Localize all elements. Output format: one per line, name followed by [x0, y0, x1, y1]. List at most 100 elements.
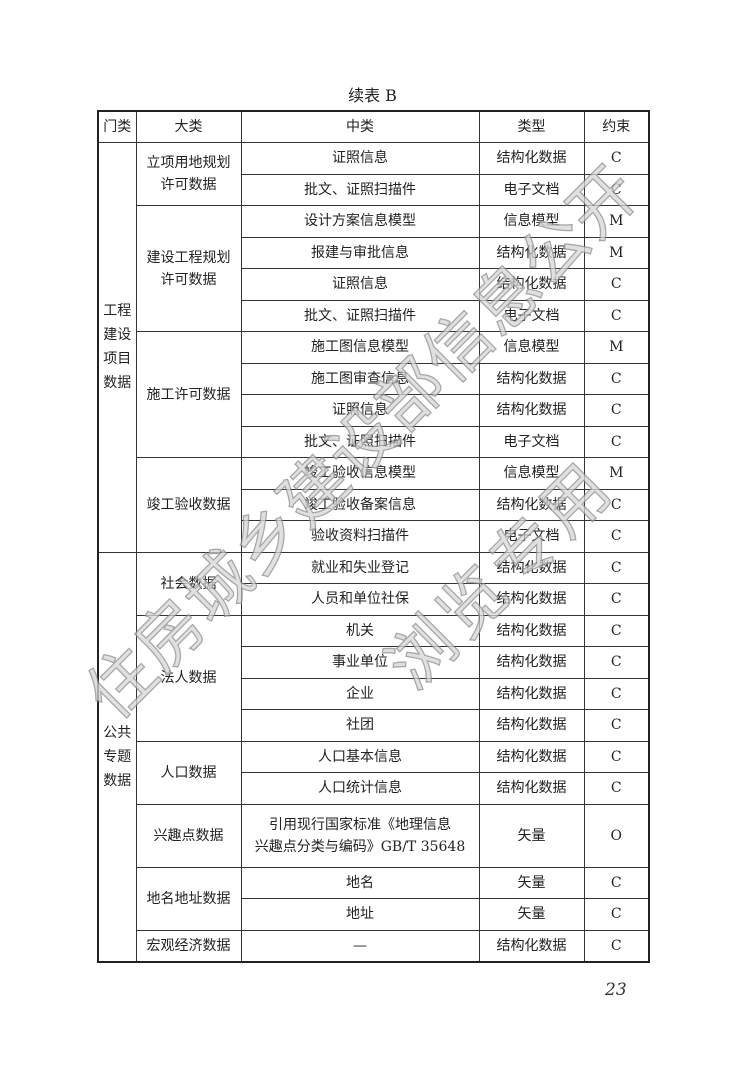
table-row: 宏观经济数据 — 结构化数据 C [98, 929, 650, 963]
table-row: 工程 建设 项目 数据 立项用地规划 许可数据 证照信息 结构化数据 C [97, 142, 650, 553]
zhonglei-cell: 就业和失业登记 [240, 551, 480, 584]
constraint-cell: C [583, 551, 650, 584]
zhonglei-cell: 证照信息 [240, 268, 480, 301]
menlei-cell: 公共 专题 数据 [97, 551, 137, 963]
page-number: 23 [605, 980, 627, 1000]
constraint-cell: C [583, 898, 650, 931]
zhonglei-cell: 证照信息 [240, 142, 480, 175]
table-row: 人口数据 人口基本信息 结构化数据 C [98, 740, 650, 805]
zhonglei-cell: — [240, 929, 480, 963]
zhonglei-cell: 批文、证照扫描件 [240, 173, 480, 206]
header-menlei: 门类 [97, 110, 137, 143]
zhonglei-cell: 竣工验收备案信息 [240, 488, 480, 521]
dalei-cell: 建设工程规划 许可数据 [135, 205, 242, 332]
constraint-cell: C [583, 488, 650, 521]
header-zhonglei: 中类 [240, 110, 480, 143]
dalei-cell: 竣工验收数据 [135, 457, 242, 553]
type-cell: 结构化数据 [478, 709, 585, 742]
header-row: 门类 大类 中类 类型 约束 [97, 110, 650, 143]
type-cell: 信息模型 [478, 457, 585, 490]
type-cell: 电子文档 [478, 520, 585, 553]
zhonglei-cell: 批文、证照扫描件 [240, 425, 480, 458]
constraint-cell: C [583, 299, 650, 332]
constraint-cell: M [583, 205, 650, 238]
type-cell: 结构化数据 [478, 772, 585, 805]
zhonglei-cell: 地名 [240, 866, 480, 899]
constraint-cell: M [583, 331, 650, 364]
zhonglei-cell: 报建与审批信息 [240, 236, 480, 269]
type-cell: 结构化数据 [478, 142, 585, 175]
menlei-cell: 工程 建设 项目 数据 [97, 142, 137, 553]
table-row: 地址 矢量 C [98, 898, 650, 931]
constraint-cell: C [583, 583, 650, 616]
constraint-cell: C [583, 709, 650, 742]
zhonglei-cell: 批文、证照扫描件 [240, 299, 480, 332]
dalei-cell: 人口数据 [135, 740, 242, 805]
type-cell: 矢量 [478, 866, 585, 899]
table-row: 兴趣点数据 引用现行国家标准《地理信息 兴趣点分类与编码》GB/T 35648 矢量… [98, 803, 650, 868]
zhonglei-cell: 竣工验收信息模型 [240, 457, 480, 490]
table-row: 建设工程规划 许可数据 设计方案信息模型 信息模型 M [98, 205, 650, 332]
constraint-cell: M [583, 457, 650, 490]
dalei-cell: 地名地址数据 [135, 866, 242, 931]
constraint-cell: C [583, 362, 650, 395]
constraint-cell: C [583, 740, 650, 773]
type-cell: 结构化数据 [478, 394, 585, 427]
table-title: 续表 B [348, 86, 397, 105]
type-cell: 结构化数据 [478, 236, 585, 269]
dalei-cell: 法人数据 [135, 614, 242, 742]
type-cell: 信息模型 [478, 331, 585, 364]
type-cell: 信息模型 [478, 205, 585, 238]
table-row: 证照信息 结构化数据 C [98, 394, 650, 427]
zhonglei-cell: 机关 [240, 614, 480, 647]
zhonglei-cell: 验收资料扫描件 [240, 520, 480, 553]
table-row: 证照信息 结构化数据 C [98, 268, 650, 301]
table-row: 竣工验收数据 竣工验收信息模型 信息模型 M [98, 457, 650, 553]
dalei-cell: 兴趣点数据 [135, 803, 242, 868]
type-cell: 电子文档 [478, 173, 585, 206]
constraint-cell: C [583, 173, 650, 206]
constraint-cell: C [583, 425, 650, 458]
table-row: 社团 结构化数据 C [98, 709, 650, 742]
dalei-cell: 社会数据 [135, 551, 242, 616]
zhonglei-cell: 人员和单位社保 [240, 583, 480, 616]
type-cell: 结构化数据 [478, 614, 585, 647]
constraint-cell: C [583, 394, 650, 427]
header-type: 类型 [478, 110, 585, 143]
type-cell: 结构化数据 [478, 268, 585, 301]
table-row: 地名地址数据 地名 矢量 C [98, 866, 650, 931]
constraint-cell: C [583, 520, 650, 553]
data-table: 门类 大类 中类 类型 约束 工程 建设 项目 数据 立项用地规划 许可数据 证照信… [97, 110, 650, 963]
zhonglei-cell: 社团 [240, 709, 480, 742]
zhonglei-cell: 人口统计信息 [240, 772, 480, 805]
dalei-cell: 宏观经济数据 [135, 929, 242, 963]
type-cell: 结构化数据 [478, 740, 585, 773]
type-cell: 矢量 [478, 803, 585, 868]
constraint-cell: C [583, 142, 650, 175]
table-row: 公共 专题 数据 社会数据 就业和失业登记 结构化数据 C [97, 551, 650, 963]
dalei-cell: 施工许可数据 [135, 331, 242, 458]
type-cell: 电子文档 [478, 425, 585, 458]
constraint-cell: O [583, 803, 650, 868]
zhonglei-cell: 地址 [240, 898, 480, 931]
constraint-cell: C [583, 929, 650, 963]
constraint-cell: C [583, 268, 650, 301]
constraint-cell: M [583, 236, 650, 269]
table-row: 施工许可数据 施工图信息模型 信息模型 M [98, 331, 650, 458]
zhonglei-cell: 施工图审查信息 [240, 362, 480, 395]
type-cell: 结构化数据 [478, 646, 585, 679]
table-row: 竣工验收备案信息 结构化数据 C [98, 488, 650, 521]
table-row: 事业单位 结构化数据 C [98, 646, 650, 679]
type-cell: 电子文档 [478, 299, 585, 332]
table-row: 批文、证照扫描件 电子文档 C [98, 299, 650, 332]
constraint-cell: C [583, 614, 650, 647]
header-dalei: 大类 [135, 110, 242, 143]
table-row: 验收资料扫描件 电子文档 C [98, 520, 650, 553]
type-cell: 结构化数据 [478, 583, 585, 616]
type-cell: 结构化数据 [478, 551, 585, 584]
zhonglei-cell: 证照信息 [240, 394, 480, 427]
zhonglei-cell: 企业 [240, 677, 480, 710]
table-row: 批文、证照扫描件 电子文档 C [98, 425, 650, 458]
type-cell: 结构化数据 [478, 929, 585, 963]
table-row: 施工图审查信息 结构化数据 C [98, 362, 650, 395]
